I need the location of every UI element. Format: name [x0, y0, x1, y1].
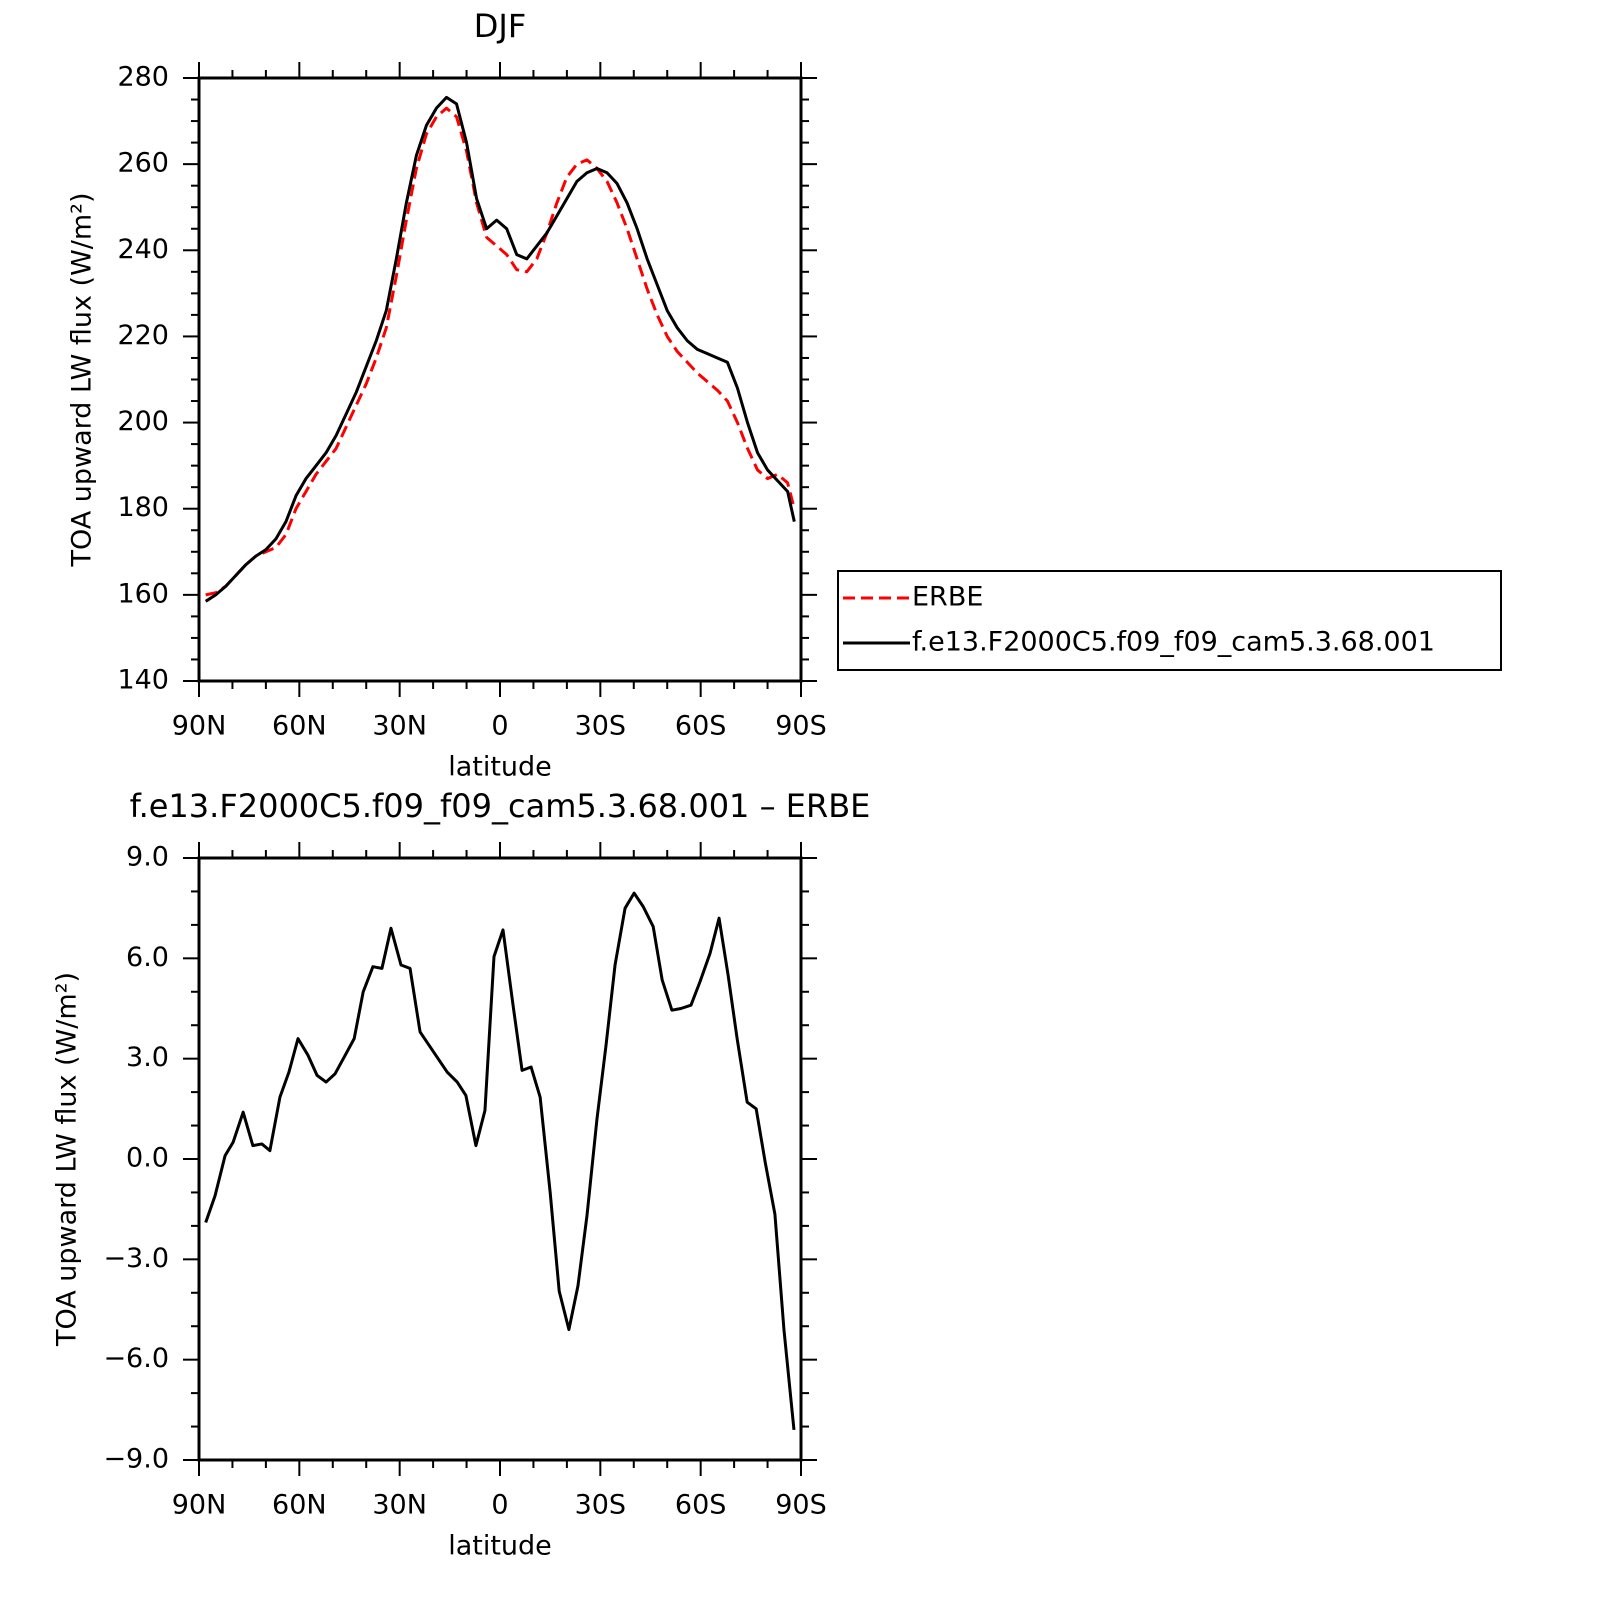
y-tick-label: −3.0 [103, 1243, 169, 1274]
x-tick-label: 60S [675, 711, 727, 742]
x-tick-label: 0 [491, 1490, 508, 1521]
x-tick-label: 90S [775, 711, 827, 742]
chart-title: DJF [474, 7, 526, 45]
y-tick-label: 3.0 [126, 1042, 169, 1073]
series-line [205, 106, 796, 597]
y-tick-label: −6.0 [103, 1343, 169, 1374]
x-tick-label: 30N [372, 1490, 427, 1521]
x-axis-label: latitude [448, 1531, 552, 1562]
x-tick-label: 30N [372, 711, 427, 742]
y-tick-label: 200 [117, 406, 169, 437]
y-tick-label: 9.0 [126, 842, 169, 873]
y-tick-label: 0.0 [126, 1143, 169, 1174]
x-axis-label: latitude [448, 752, 552, 783]
plot-frame [197, 76, 803, 683]
y-tick-label: 180 [117, 492, 169, 523]
y-axis-label: TOA upward LW flux (W/m²) [67, 192, 98, 567]
legend-box [837, 570, 1502, 671]
y-tick-label: 240 [117, 234, 169, 265]
y-tick-label: −9.0 [103, 1444, 169, 1475]
y-tick-label: 160 [117, 578, 169, 609]
x-tick-label: 60S [675, 1490, 727, 1521]
x-tick-label: 30S [575, 711, 627, 742]
x-tick-label: 30S [575, 1490, 627, 1521]
y-tick-label: 6.0 [126, 942, 169, 973]
series-line [204, 95, 796, 603]
y-axis-label: TOA upward LW flux (W/m²) [52, 972, 83, 1347]
x-tick-label: 60N [272, 711, 327, 742]
x-tick-label: 60N [272, 1490, 327, 1521]
x-tick-label: 90S [775, 1490, 827, 1521]
chart-title: f.e13.F2000C5.f09_f09_cam5.3.68.001 – ER… [130, 787, 871, 825]
legend-label: f.e13.F2000C5.f09_f09_cam5.3.68.001 [912, 627, 1435, 658]
y-tick-label: 280 [117, 62, 169, 93]
y-tick-label: 140 [117, 665, 169, 696]
x-tick-label: 90N [172, 711, 227, 742]
y-tick-label: 260 [117, 148, 169, 179]
x-tick-label: 90N [172, 1490, 227, 1521]
series-line [204, 891, 796, 1431]
y-tick-label: 220 [117, 320, 169, 351]
x-tick-label: 0 [491, 711, 508, 742]
legend-label: ERBE [912, 582, 983, 613]
